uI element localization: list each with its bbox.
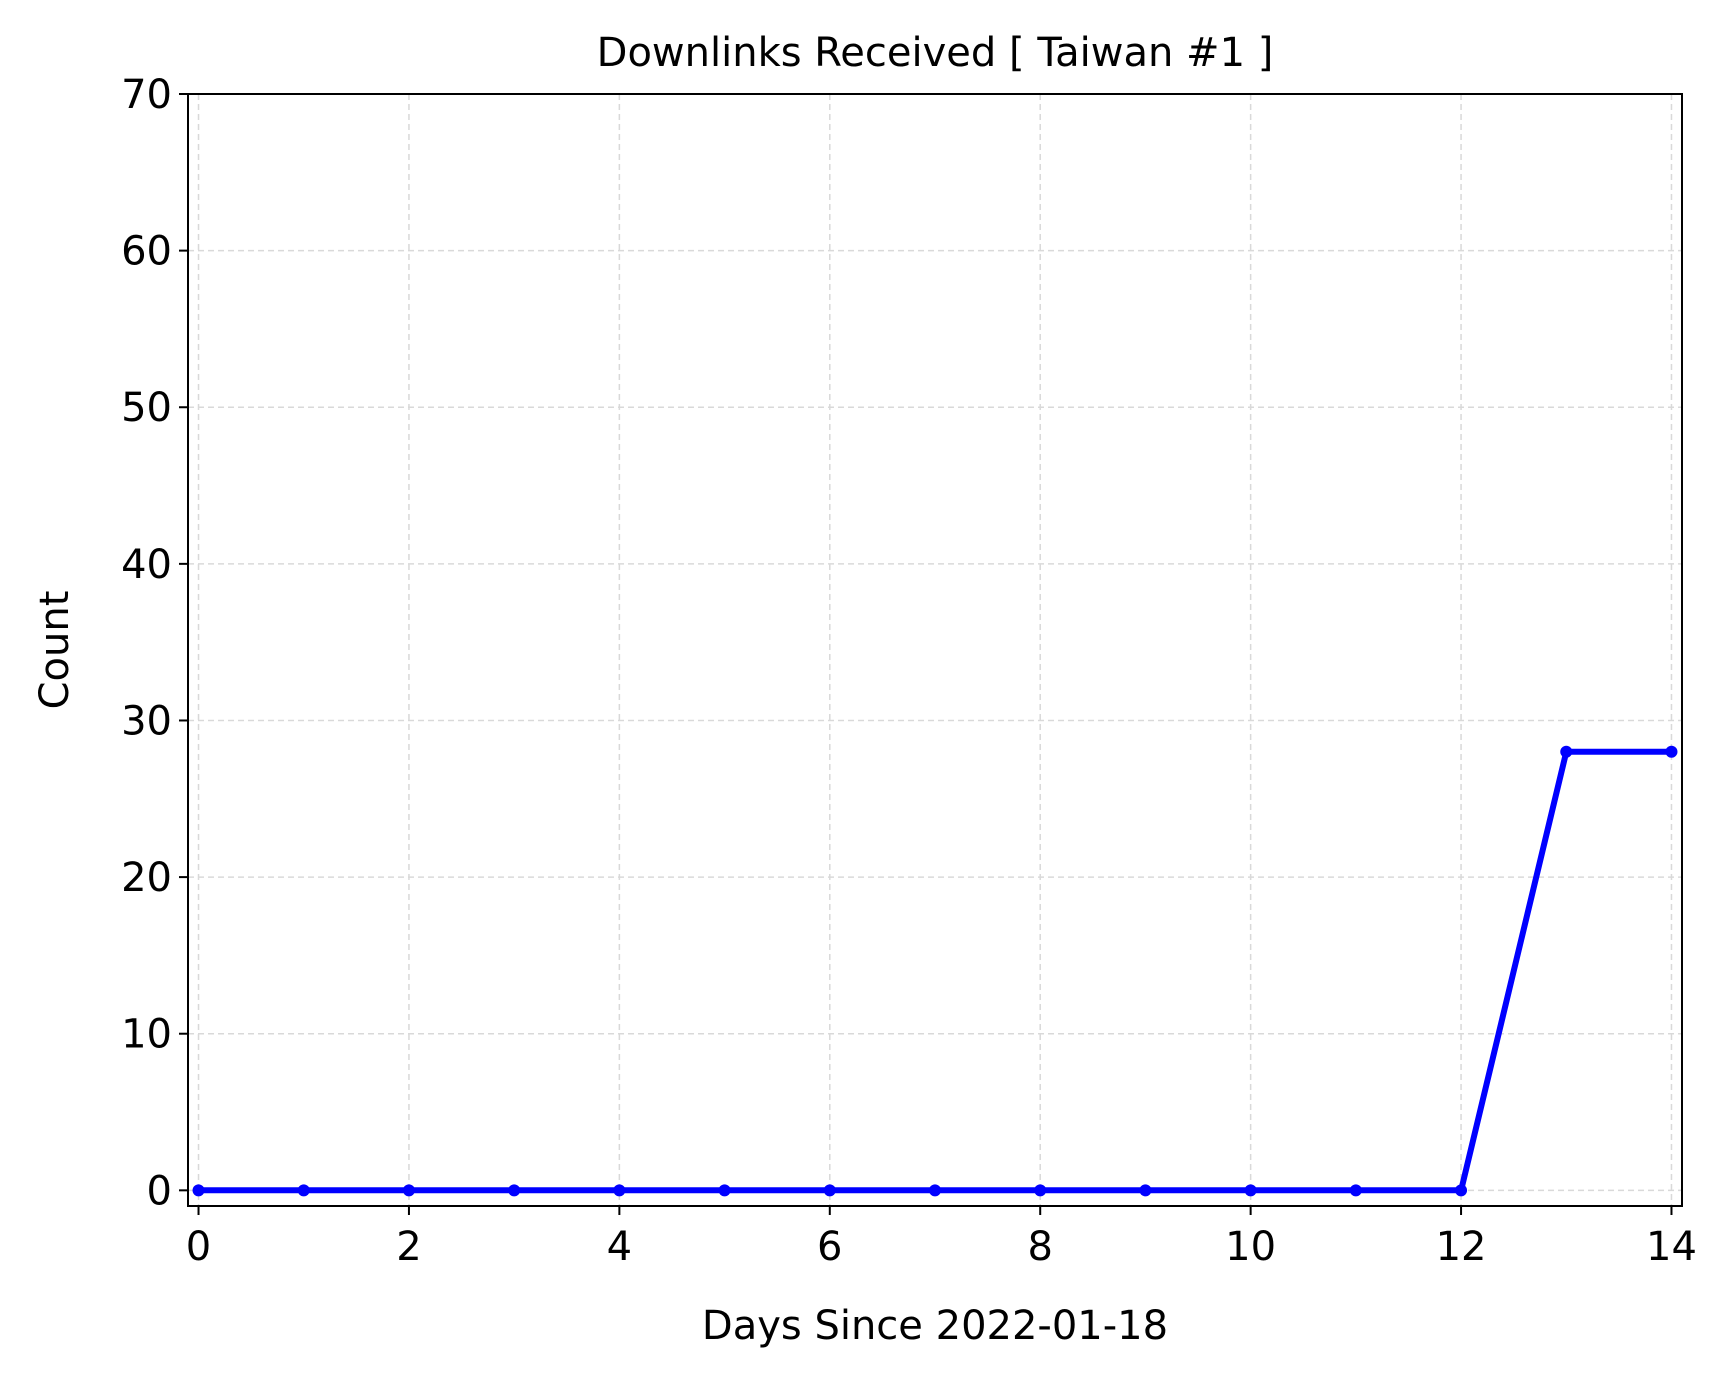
data-point [1139,1184,1152,1197]
x-tick-label: 12 [1436,1224,1487,1270]
data-point [1244,1184,1257,1197]
y-tick-label: 40 [121,542,172,588]
y-tick-label: 60 [121,229,172,275]
data-point [1560,745,1573,758]
x-tick-label: 2 [396,1224,421,1270]
y-tick-label: 50 [121,385,172,431]
x-tick-label: 8 [1027,1224,1052,1270]
data-point [508,1184,521,1197]
data-point [613,1184,626,1197]
data-point [1665,745,1678,758]
y-tick-label: 30 [121,698,172,744]
series-layer [192,745,1678,1197]
data-point [192,1184,205,1197]
y-axis: 0 10 20 30 40 50 60 70 [121,72,188,1214]
data-point [718,1184,731,1197]
x-axis: 0 2 4 6 8 10 12 14 [186,1206,1697,1270]
grid [188,93,1682,1206]
y-axis-title: Count [32,591,78,710]
data-point [1349,1184,1362,1197]
x-tick-label: 6 [817,1224,842,1270]
y-tick-label: 10 [121,1012,172,1058]
data-point [1455,1184,1468,1197]
x-tick-label: 14 [1646,1224,1697,1270]
plot-frame [187,93,1683,1207]
x-tick-label: 0 [186,1224,211,1270]
series-line [198,748,1672,1194]
x-tick-label: 4 [607,1224,632,1270]
data-point [402,1184,415,1197]
data-point [929,1184,941,1197]
y-tick-label: 70 [121,72,172,118]
y-tick-label: 20 [121,855,172,901]
x-tick-label: 10 [1225,1224,1276,1270]
y-tick-label: 0 [147,1168,172,1214]
data-point [297,1184,310,1197]
x-axis-title: Days Since 2022-01-18 [702,1303,1168,1349]
chart-title: Downlinks Received [ Taiwan #1 ] [597,30,1274,76]
data-point [823,1184,836,1197]
data-point [1034,1184,1047,1197]
